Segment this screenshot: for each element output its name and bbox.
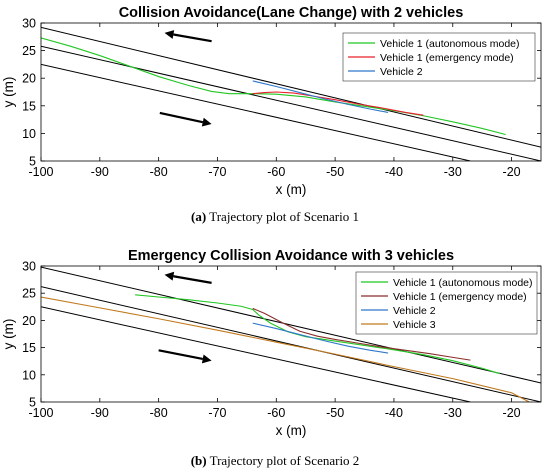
legend-label-3: Vehicle 2 — [393, 305, 436, 317]
x-tick-label: -90 — [91, 406, 109, 420]
x-tick-label: -40 — [385, 406, 403, 420]
series-line-2 — [252, 307, 471, 361]
caption-b-text: Trajectory plot of Scenario 2 — [207, 453, 360, 468]
x-tick-label: -80 — [150, 406, 168, 420]
y-tick-label: 10 — [22, 127, 36, 141]
caption-a: (a) Trajectory plot of Scenario 1 — [191, 209, 359, 224]
direction-arrow-shaft — [173, 275, 212, 284]
direction-arrow-head — [164, 30, 175, 39]
x-tick-label: -50 — [326, 406, 344, 420]
plot-data — [41, 26, 541, 161]
lane-boundary-line — [41, 63, 471, 161]
caption-b-label: (b) — [191, 453, 207, 468]
caption-a-text: Trajectory plot of Scenario 1 — [206, 209, 359, 224]
x-axis-label: x (m) — [276, 182, 307, 197]
y-tick-label: 10 — [22, 368, 36, 382]
series-line-3 — [252, 322, 389, 354]
caption-b: (b) Trajectory plot of Scenario 2 — [191, 453, 360, 468]
legend-label-2: Vehicle 1 (emergency mode) — [380, 52, 514, 64]
chart-2: Emergency Collision Avoidance with 3 veh… — [1, 248, 542, 438]
x-tick-label: -40 — [385, 165, 403, 179]
series-line-3 — [252, 80, 389, 113]
direction-arrow-shaft — [159, 111, 204, 124]
legend: Vehicle 1 (autonomous mode) Vehicle 1 (em… — [342, 32, 536, 82]
direction-arrow-head — [201, 354, 212, 364]
y-tick-label: 30 — [22, 17, 36, 31]
x-tick-label: -70 — [208, 165, 226, 179]
x-tick-label: -50 — [326, 165, 344, 179]
series-line-4 — [41, 296, 530, 402]
direction-arrow-shaft — [173, 33, 212, 43]
x-tick-label: -70 — [208, 406, 226, 420]
y-tick-label: 15 — [22, 341, 36, 355]
x-tick-label: -60 — [267, 406, 285, 420]
direction-arrow-head — [201, 117, 212, 127]
x-tick-label: -20 — [503, 165, 521, 179]
x-tick-label: -90 — [91, 165, 109, 179]
x-tick-label: -30 — [444, 406, 462, 420]
chart-title: Collision Avoidance(Lane Change) with 2 … — [119, 5, 464, 21]
direction-arrow-head — [164, 271, 175, 281]
x-tick-label: -80 — [150, 165, 168, 179]
y-tick-label: 5 — [29, 155, 36, 169]
x-tick-label: -100 — [28, 165, 53, 179]
legend: Vehicle 1 (autonomous mode) Vehicle 1 (em… — [355, 271, 538, 335]
x-tick-label: -30 — [444, 165, 462, 179]
x-tick-label: -100 — [28, 406, 53, 420]
y-tick-label: 15 — [22, 99, 36, 113]
lane-boundary-line — [41, 306, 471, 402]
legend-label-4: Vehicle 3 — [393, 319, 436, 331]
y-axis-label: y (m) — [1, 77, 16, 108]
y-axis-label: y (m) — [1, 319, 16, 350]
plot-data — [41, 266, 541, 402]
y-tick-label: 5 — [29, 396, 36, 410]
lane-boundary-line — [41, 266, 541, 384]
lane-boundary-line — [41, 286, 541, 402]
caption-a-label: (a) — [191, 209, 206, 224]
y-tick-label: 25 — [22, 44, 36, 58]
plot-frame — [40, 22, 542, 162]
chart-1: Collision Avoidance(Lane Change) with 2 … — [1, 5, 542, 197]
x-axis-label: x (m) — [276, 423, 307, 438]
lane-boundary-line — [41, 45, 541, 161]
legend-label-3: Vehicle 2 — [380, 66, 423, 78]
legend-label-1: Vehicle 1 (autonomous mode) — [393, 277, 533, 289]
series-line-1 — [41, 37, 506, 136]
series-line-2 — [252, 91, 424, 116]
direction-arrow-shaft — [158, 349, 203, 361]
x-tick-label: -60 — [267, 165, 285, 179]
plot-frame — [40, 265, 542, 403]
y-tick-label: 20 — [22, 314, 36, 328]
legend-label-1: Vehicle 1 (autonomous mode) — [380, 38, 520, 50]
chart-title: Emergency Collision Avoidance with 3 veh… — [128, 248, 454, 264]
legend-label-2: Vehicle 1 (emergency mode) — [393, 291, 527, 303]
y-tick-label: 20 — [22, 72, 36, 86]
x-tick-label: -20 — [503, 406, 521, 420]
y-tick-label: 30 — [22, 260, 36, 274]
lane-boundary-line — [41, 26, 541, 148]
y-tick-label: 25 — [22, 287, 36, 301]
